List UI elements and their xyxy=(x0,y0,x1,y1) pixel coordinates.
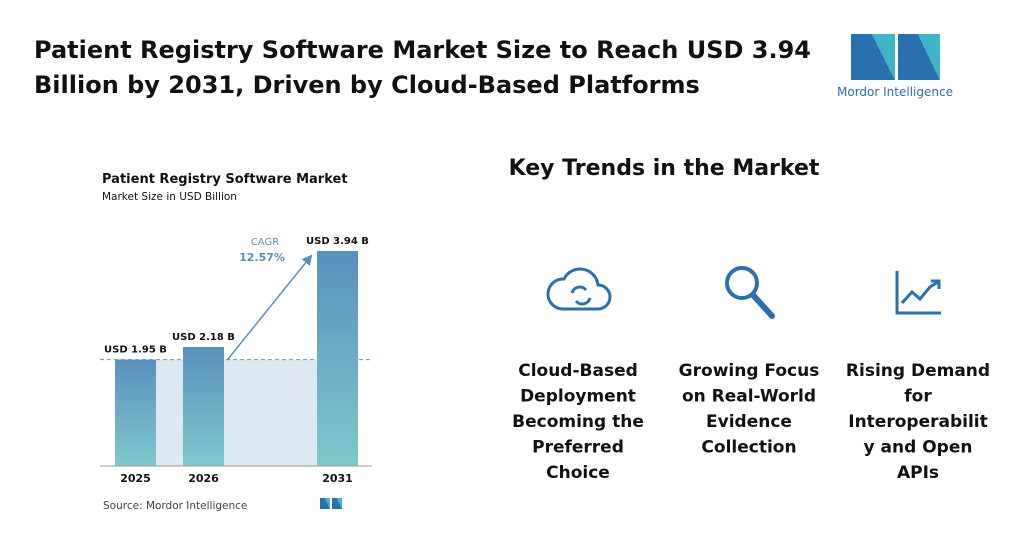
bar xyxy=(317,251,358,466)
cagr-value: 12.57% xyxy=(239,251,285,264)
value-label: USD 3.94 B xyxy=(306,236,369,247)
trend-text: y and Open xyxy=(864,438,973,458)
value-label: USD 2.18 B xyxy=(172,332,235,343)
logo: Mordor Intelligence xyxy=(837,34,953,99)
trend-text: Rising Demand xyxy=(846,361,990,381)
chart-subtitle: Market Size in USD Billion xyxy=(102,191,237,203)
chart-title: Patient Registry Software Market xyxy=(102,172,348,187)
value-label: USD 1.95 B xyxy=(104,345,167,356)
trend-text: Collection xyxy=(701,438,796,458)
small-logo xyxy=(320,498,342,509)
x-tick-label: 2026 xyxy=(188,472,219,485)
bar xyxy=(183,347,224,466)
trend-text: APIs xyxy=(897,463,939,483)
trends-title: Key Trends in the Market xyxy=(509,156,820,181)
title-line: Billion by 2031, Driven by Cloud-Based P… xyxy=(34,71,700,99)
trend-text: Evidence xyxy=(706,412,792,432)
logo-text: Mordor Intelligence xyxy=(837,85,953,99)
trend-text: for xyxy=(904,387,932,407)
trend-text: Deployment xyxy=(520,387,636,407)
source: Source: Mordor Intelligence xyxy=(103,500,247,512)
trend-text: Preferred xyxy=(532,438,624,458)
title-line: Patient Registry Software Market Size to… xyxy=(34,36,811,64)
cagr-arrow xyxy=(223,254,313,365)
trend-text: Becoming the xyxy=(512,412,644,432)
search-icon xyxy=(725,266,775,319)
bar xyxy=(115,359,156,466)
trend-text: on Real-World xyxy=(682,387,816,407)
cloud-icon xyxy=(546,267,612,311)
x-tick-label: 2025 xyxy=(120,472,151,485)
trend-text: Growing Focus xyxy=(679,361,820,381)
x-tick-label: 2031 xyxy=(322,472,353,485)
trend-text: Cloud-Based xyxy=(518,361,638,381)
trend-text: Choice xyxy=(546,463,610,483)
trend-text: Interoperabilit xyxy=(848,412,987,432)
cagr-title: CAGR xyxy=(251,237,279,248)
growth-icon xyxy=(895,271,941,315)
